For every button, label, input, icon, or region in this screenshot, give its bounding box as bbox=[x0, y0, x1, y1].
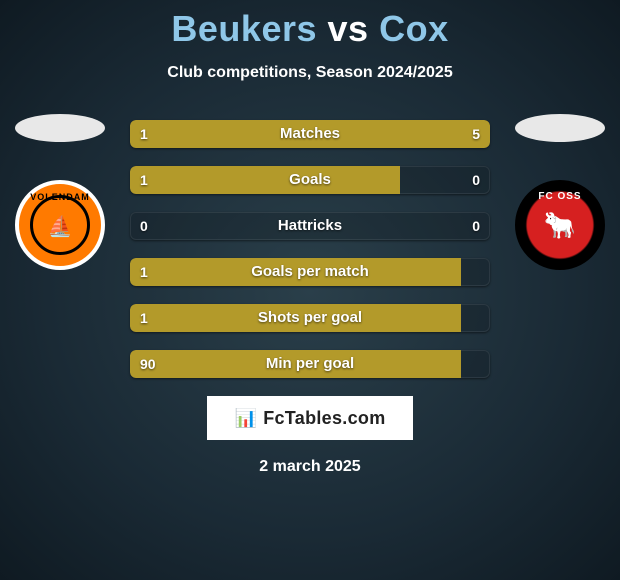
club-badge-volendam: VOLENDAM bbox=[15, 180, 105, 270]
comparison-arena: VOLENDAM FC OSS 15Matches 10Goals 00Hattri… bbox=[0, 120, 620, 378]
comparison-title: Beukers vs Cox bbox=[0, 0, 620, 50]
stat-bar-row: 90Min per goal bbox=[130, 350, 490, 378]
club-badge-label: FC OSS bbox=[538, 191, 581, 202]
brand-footer: 📊 FcTables.com bbox=[207, 396, 413, 440]
vs-separator: vs bbox=[328, 8, 369, 49]
player2-name: Cox bbox=[379, 8, 449, 49]
stat-label: Goals bbox=[130, 166, 490, 194]
stat-label: Hattricks bbox=[130, 212, 490, 240]
club-badge-oss: FC OSS bbox=[515, 180, 605, 270]
stat-bar-row: 00Hattricks bbox=[130, 212, 490, 240]
stat-bar-row: 10Goals bbox=[130, 166, 490, 194]
stat-bar-row: 1Goals per match bbox=[130, 258, 490, 286]
club-badge-label: VOLENDAM bbox=[30, 192, 90, 202]
brand-icon: 📊 bbox=[234, 408, 257, 429]
stat-bar-row: 1Shots per goal bbox=[130, 304, 490, 332]
brand-text: FcTables.com bbox=[263, 408, 385, 429]
stat-bar-row: 15Matches bbox=[130, 120, 490, 148]
footer-date: 2 march 2025 bbox=[0, 458, 620, 476]
stat-bars-container: 15Matches 10Goals 00Hattricks 1Goals per ma… bbox=[130, 120, 490, 378]
stat-label: Min per goal bbox=[130, 350, 490, 378]
player2-column: FC OSS bbox=[500, 120, 620, 270]
player1-column: VOLENDAM bbox=[0, 120, 120, 270]
player2-silhouette bbox=[515, 114, 605, 142]
player1-name: Beukers bbox=[171, 8, 317, 49]
stat-label: Shots per goal bbox=[130, 304, 490, 332]
stat-label: Goals per match bbox=[130, 258, 490, 286]
season-subtitle: Club competitions, Season 2024/2025 bbox=[0, 64, 620, 82]
player1-silhouette bbox=[15, 114, 105, 142]
stat-label: Matches bbox=[130, 120, 490, 148]
